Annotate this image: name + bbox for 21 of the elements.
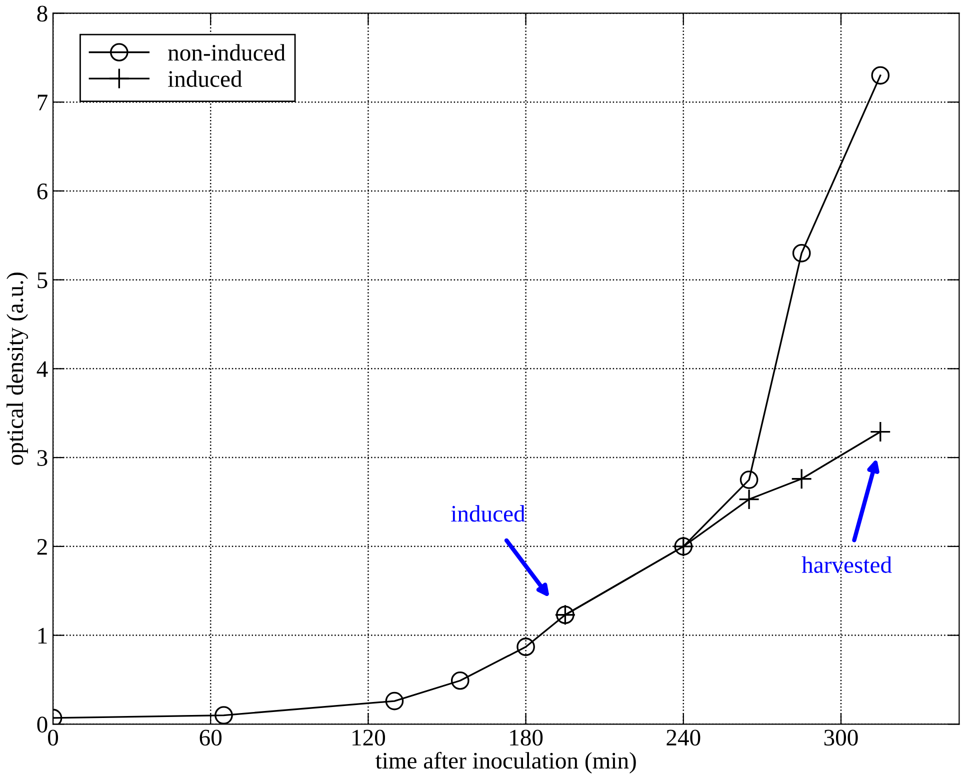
y-tick-label: 6: [37, 184, 48, 200]
x-tick-label: 0: [48, 730, 58, 746]
x-tick-label: 60: [200, 730, 222, 746]
x-tick-label: 120: [352, 730, 386, 746]
y-tick-label: 8: [37, 6, 48, 22]
x-axis-title: time after inoculation (min): [376, 752, 636, 774]
y-tick-label: 1: [38, 628, 47, 644]
y-axis-title: optical density (a.u.): [6, 272, 28, 465]
x-tick-label: 180: [510, 730, 543, 746]
y-tick-label: 3: [37, 450, 48, 466]
y-tick-label: 5: [38, 272, 48, 288]
y-tick-label: 0: [37, 716, 48, 733]
x-tick-label: 240: [666, 730, 700, 746]
y-tick-label: 7: [38, 94, 48, 110]
annotation: harvested: [802, 556, 892, 573]
legend-label: induced: [168, 70, 242, 88]
legend-label: non-induced: [168, 44, 286, 61]
x-tick-label: 300: [824, 730, 858, 746]
y-tick-label: 2: [37, 538, 47, 555]
annotation: induced: [451, 505, 526, 522]
y-tick-label: 4: [36, 361, 48, 377]
